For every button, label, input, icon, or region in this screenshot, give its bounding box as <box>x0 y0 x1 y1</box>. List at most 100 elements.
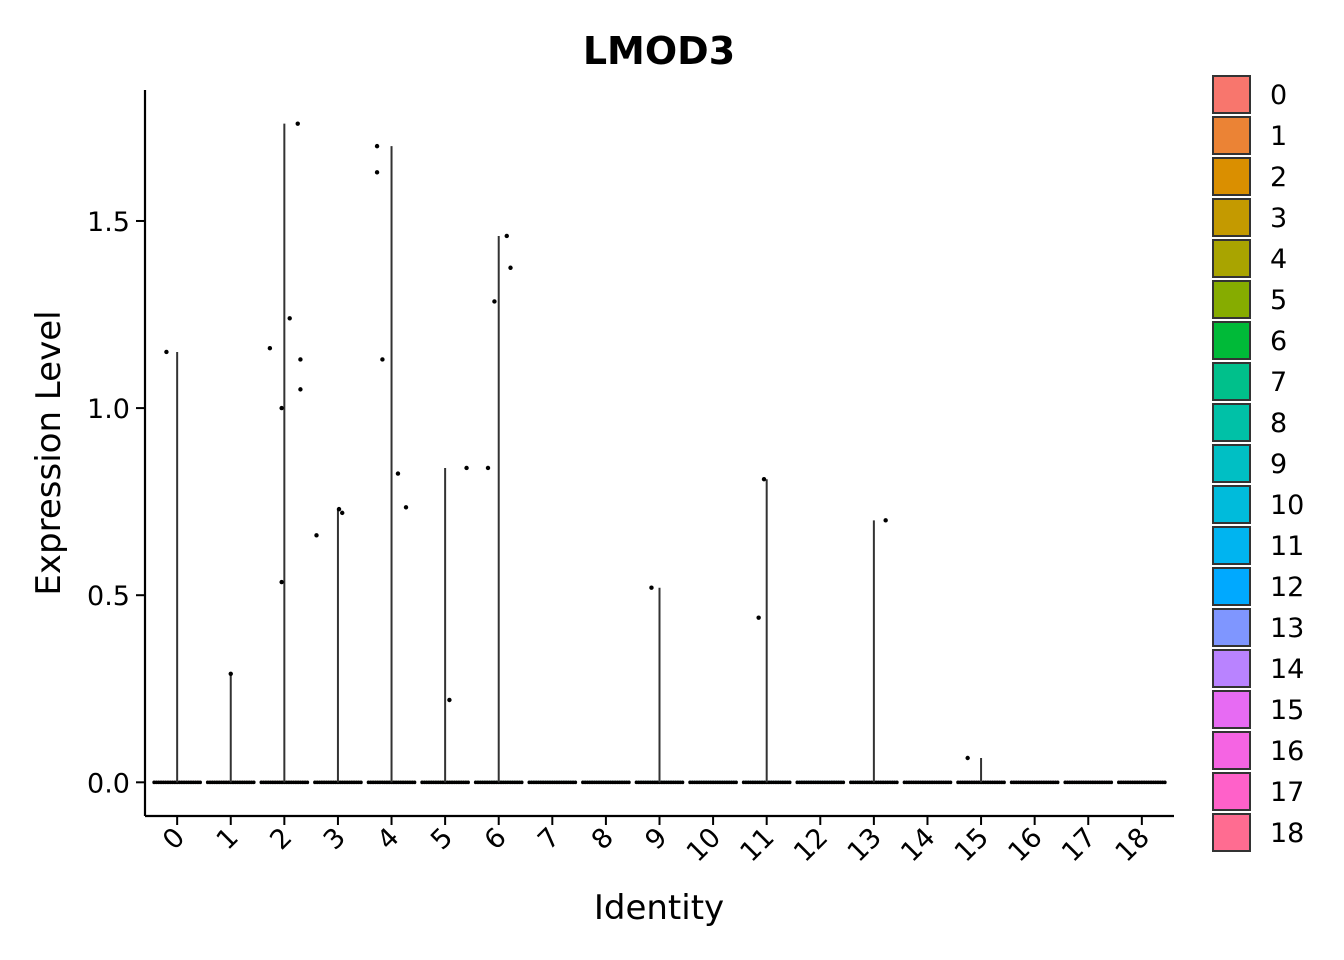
x-axis-ticks: 0 1 2 3 4 5 6 7 8 9 10 11 12 13 14 15 16 17 18 <box>157 816 1156 868</box>
y-axis-title: Expression Level <box>29 310 69 595</box>
legend-label: 16 <box>1270 736 1304 767</box>
x-axis-title: Identity <box>594 888 724 928</box>
legend-item-11: 11 <box>1212 526 1304 565</box>
zero-point-14 <box>948 780 953 785</box>
legend-item-14: 14 <box>1212 649 1304 688</box>
legend-label: 10 <box>1270 490 1304 521</box>
legend-item-4: 4 <box>1212 239 1287 278</box>
legend-item-0: 0 <box>1212 75 1287 114</box>
violin-18 <box>1116 780 1167 785</box>
violin-8 <box>581 780 631 785</box>
data-point <box>883 518 888 523</box>
zero-point-0 <box>198 780 203 785</box>
data-point <box>395 471 401 476</box>
zero-point-13 <box>895 780 899 785</box>
violin-4 <box>366 146 417 785</box>
data-point <box>287 316 292 321</box>
legend-item-9: 9 <box>1212 444 1287 483</box>
data-point <box>447 697 452 703</box>
legend-swatch <box>1212 649 1251 688</box>
x-tick-label: 13 <box>842 822 888 868</box>
data-point <box>279 405 284 411</box>
zero-point-7 <box>573 780 578 785</box>
zero-point-1 <box>251 780 256 785</box>
violin-11 <box>741 479 792 785</box>
legend-label: 0 <box>1270 80 1287 111</box>
legend-item-6: 6 <box>1212 321 1287 360</box>
chart-title: LMOD3 <box>583 29 735 73</box>
legend-label: 8 <box>1270 408 1287 439</box>
y-tick-label: 1.5 <box>87 207 130 238</box>
zero-point-8 <box>627 780 631 785</box>
violin-13 <box>849 520 899 785</box>
legend-swatch <box>1212 321 1251 360</box>
legend-label: 13 <box>1270 613 1304 644</box>
violin-0 <box>152 351 203 785</box>
data-point <box>279 579 284 585</box>
data-point <box>267 346 273 351</box>
legend-item-15: 15 <box>1212 690 1304 729</box>
legend-swatch <box>1212 198 1251 237</box>
zero-point-11 <box>787 780 792 785</box>
legend-swatch <box>1212 731 1251 770</box>
violin-12 <box>795 780 846 785</box>
violin-2 <box>259 123 310 785</box>
data-point <box>374 143 380 149</box>
legend-label: 6 <box>1270 326 1287 357</box>
data-point <box>649 585 654 590</box>
data-point <box>314 533 319 538</box>
legend-item-7: 7 <box>1212 362 1287 401</box>
legend-label: 5 <box>1270 285 1287 316</box>
violin-6 <box>473 235 524 785</box>
violin-17 <box>1063 780 1114 785</box>
legend-swatch <box>1212 280 1251 319</box>
violin-9 <box>634 587 685 785</box>
data-point <box>756 615 761 620</box>
legend-swatch <box>1212 485 1251 524</box>
x-tick-label: 10 <box>681 822 727 868</box>
legend-swatch <box>1212 116 1251 155</box>
zero-point-5 <box>466 780 470 785</box>
data-point <box>336 506 342 512</box>
violin-10 <box>688 780 738 785</box>
data-point <box>298 387 303 392</box>
x-tick-label: 3 <box>318 822 352 856</box>
data-point <box>340 510 345 516</box>
zero-point-12 <box>841 780 846 785</box>
x-tick-label: 15 <box>949 822 995 868</box>
legend-item-13: 13 <box>1212 608 1304 647</box>
x-tick-label: 5 <box>425 822 459 856</box>
legend-label: 14 <box>1270 654 1304 685</box>
y-tick-label: 0.0 <box>87 768 130 799</box>
legend-label: 15 <box>1270 695 1304 726</box>
x-tick-label: 7 <box>532 822 566 856</box>
legend-swatch <box>1212 690 1251 729</box>
x-tick-label: 9 <box>639 822 673 856</box>
violin-7 <box>527 780 578 785</box>
legend-item-16: 16 <box>1212 731 1304 770</box>
legend-item-5: 5 <box>1212 280 1287 319</box>
legend-swatch <box>1212 157 1251 196</box>
legend-item-12: 12 <box>1212 567 1304 606</box>
legend-label: 7 <box>1270 367 1287 398</box>
violin-1 <box>205 673 256 785</box>
legend-swatch <box>1212 403 1251 442</box>
legend-swatch <box>1212 239 1251 278</box>
legend-item-17: 17 <box>1212 772 1304 811</box>
legend-swatch <box>1212 526 1251 565</box>
x-tick-label: 14 <box>895 822 941 868</box>
x-tick-label: 12 <box>788 822 834 868</box>
legend-item-18: 18 <box>1212 813 1304 852</box>
x-tick-label: 11 <box>734 822 780 868</box>
legend-label: 11 <box>1270 531 1304 562</box>
data-point <box>295 121 300 126</box>
legend-label: 4 <box>1270 244 1287 275</box>
legend-swatch <box>1212 567 1251 606</box>
y-axis-ticks: 0.0 0.5 1.0 1.5 <box>87 207 145 799</box>
data-point <box>298 357 303 362</box>
plot-area <box>152 121 1167 785</box>
zero-point-17 <box>1109 780 1114 785</box>
legend-item-1: 1 <box>1212 116 1287 155</box>
